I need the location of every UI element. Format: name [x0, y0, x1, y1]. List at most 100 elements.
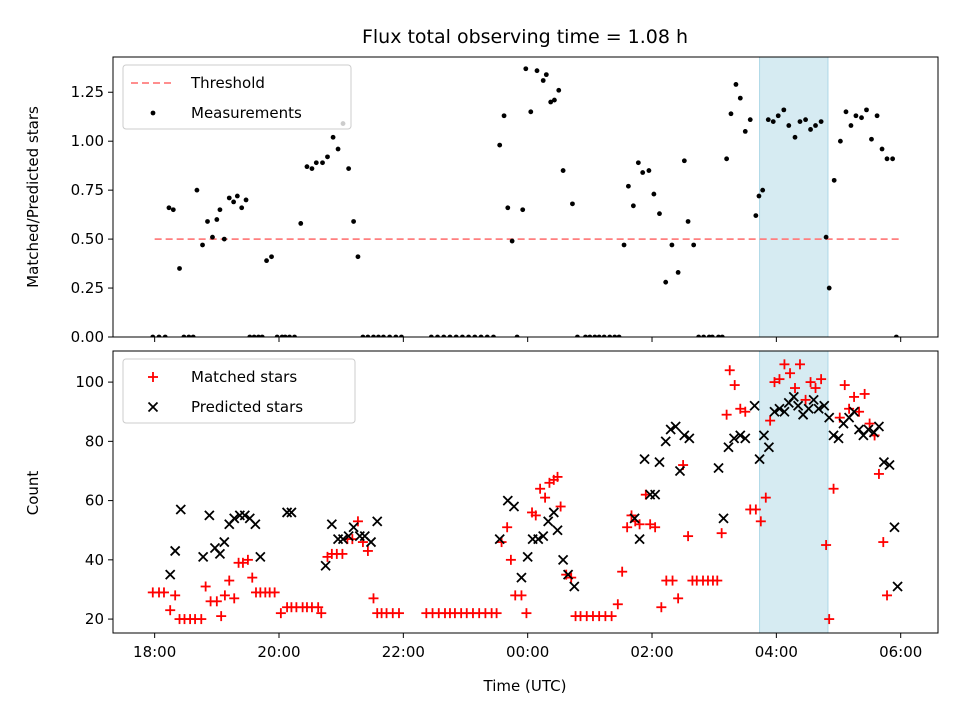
top-point-1-57	[459, 334, 465, 337]
top-point-1-5	[177, 266, 182, 271]
bottom-point-0-126	[810, 383, 821, 394]
bottom-legend-swatch-1	[147, 401, 159, 413]
bottom-point-1-35	[543, 516, 554, 527]
top-point-1-80	[583, 334, 588, 337]
bottom-point-1-4	[204, 510, 215, 521]
bottom-point-1-25	[365, 536, 377, 548]
top-point-1-90	[630, 203, 636, 209]
top-point-1-141	[890, 156, 896, 162]
bottom-y-tick-label-0: 20	[85, 610, 104, 628]
bottom-point-1-72	[813, 403, 824, 414]
top-point-1-25	[264, 258, 269, 264]
bottom-point-0-107	[716, 528, 727, 539]
top-point-1-137	[869, 136, 874, 142]
bottom-point-0-98	[673, 593, 684, 604]
bottom-point-1-48	[665, 424, 676, 435]
bottom-point-0-112	[740, 406, 751, 417]
bottom-point-0-10	[200, 581, 211, 592]
top-point-1-103	[701, 334, 707, 337]
top-point-1-34	[309, 166, 315, 172]
top-point-1-123	[797, 119, 803, 125]
bottom-point-1-51	[679, 430, 690, 441]
top-point-1-26	[269, 254, 274, 260]
top-point-1-132	[843, 109, 849, 115]
bottom-point-1-87	[889, 522, 900, 533]
bottom-point-1-71	[808, 394, 819, 406]
bottom-point-0-76	[555, 501, 566, 512]
bottom-legend-label-1: Predicted stars	[191, 398, 303, 416]
bottom-point-1-23	[354, 531, 365, 542]
top-point-1-130	[831, 177, 837, 183]
bottom-point-0-129	[824, 614, 835, 625]
bottom-point-1-50	[674, 465, 686, 477]
bottom-point-0-121	[785, 368, 796, 379]
top-point-1-1	[156, 334, 162, 337]
top-point-1-131	[837, 138, 843, 144]
bottom-point-0-132	[839, 380, 850, 391]
top-legend-label-1: Measurements	[191, 104, 302, 122]
bottom-point-0-106	[712, 575, 723, 586]
bottom-y-tick-label-4: 100	[75, 373, 104, 391]
bottom-point-1-16	[286, 507, 297, 518]
top-point-1-8	[190, 334, 196, 337]
top-plot-area	[150, 66, 901, 337]
bottom-point-1-29	[508, 501, 520, 512]
top-point-1-56	[453, 334, 459, 337]
top-point-1-55	[447, 334, 453, 337]
bottom-point-0-71	[535, 483, 546, 494]
bottom-legend-box	[122, 358, 356, 424]
top-highlight-span	[759, 56, 829, 338]
top-point-1-41	[346, 166, 352, 172]
bottom-point-1-49	[670, 421, 681, 432]
top-point-1-48	[381, 334, 386, 337]
top-point-1-121	[786, 123, 792, 128]
top-point-1-71	[534, 68, 540, 74]
top-point-1-6	[181, 334, 187, 337]
chart-title: Flux total observing time = 1.08 h	[362, 26, 688, 48]
top-point-1-87	[616, 334, 622, 337]
bottom-point-1-14	[255, 551, 266, 563]
top-point-1-136	[864, 107, 869, 113]
top-point-1-42	[351, 219, 356, 224]
top-point-1-118	[770, 119, 776, 125]
bottom-point-1-57	[735, 430, 746, 441]
top-series-1	[150, 66, 899, 337]
bottom-point-0-19	[242, 554, 253, 565]
top-point-1-91	[635, 160, 641, 166]
top-point-1-107	[719, 334, 725, 337]
x-tick-label-4: 02:00	[630, 643, 673, 661]
bottom-point-1-64	[774, 403, 785, 414]
bottom-point-1-19	[332, 533, 344, 545]
bottom-point-0-136	[859, 388, 870, 399]
top-point-1-69	[523, 66, 529, 72]
top-point-1-27	[274, 334, 280, 337]
bottom-point-1-82	[863, 424, 874, 435]
top-point-1-23	[256, 334, 261, 337]
bottom-y-axis-label: Count	[24, 471, 42, 516]
bottom-point-0-38	[337, 548, 348, 559]
bottom-point-1-46	[654, 456, 665, 468]
bottom-point-0-134	[849, 391, 860, 402]
top-point-1-22	[251, 334, 257, 337]
bottom-point-0-119	[774, 374, 785, 385]
top-point-1-114	[753, 213, 759, 219]
bottom-point-1-54	[718, 513, 729, 524]
bottom-point-1-65	[779, 406, 790, 417]
top-point-1-0	[150, 334, 156, 337]
bottom-point-1-37	[552, 525, 563, 536]
top-point-1-142	[893, 334, 899, 337]
top-point-1-50	[393, 334, 399, 337]
top-point-1-81	[587, 334, 593, 337]
top-point-1-52	[428, 334, 434, 337]
bottom-point-1-52	[684, 433, 695, 444]
top-point-1-14	[217, 207, 223, 213]
top-y-tick-label-3: 0.75	[71, 181, 104, 199]
top-point-1-61	[484, 334, 490, 337]
top-point-1-76	[556, 87, 562, 93]
top-y-axis-label: Matched/Predicted stars	[24, 106, 42, 288]
bottom-panel: 18:00 20:00 22:00 00:00 02:00 04:00 06:00 20 40 6…	[75, 350, 939, 661]
bottom-point-0-72	[540, 492, 551, 503]
top-point-1-127	[818, 119, 824, 125]
bottom-point-1-85	[878, 456, 890, 468]
